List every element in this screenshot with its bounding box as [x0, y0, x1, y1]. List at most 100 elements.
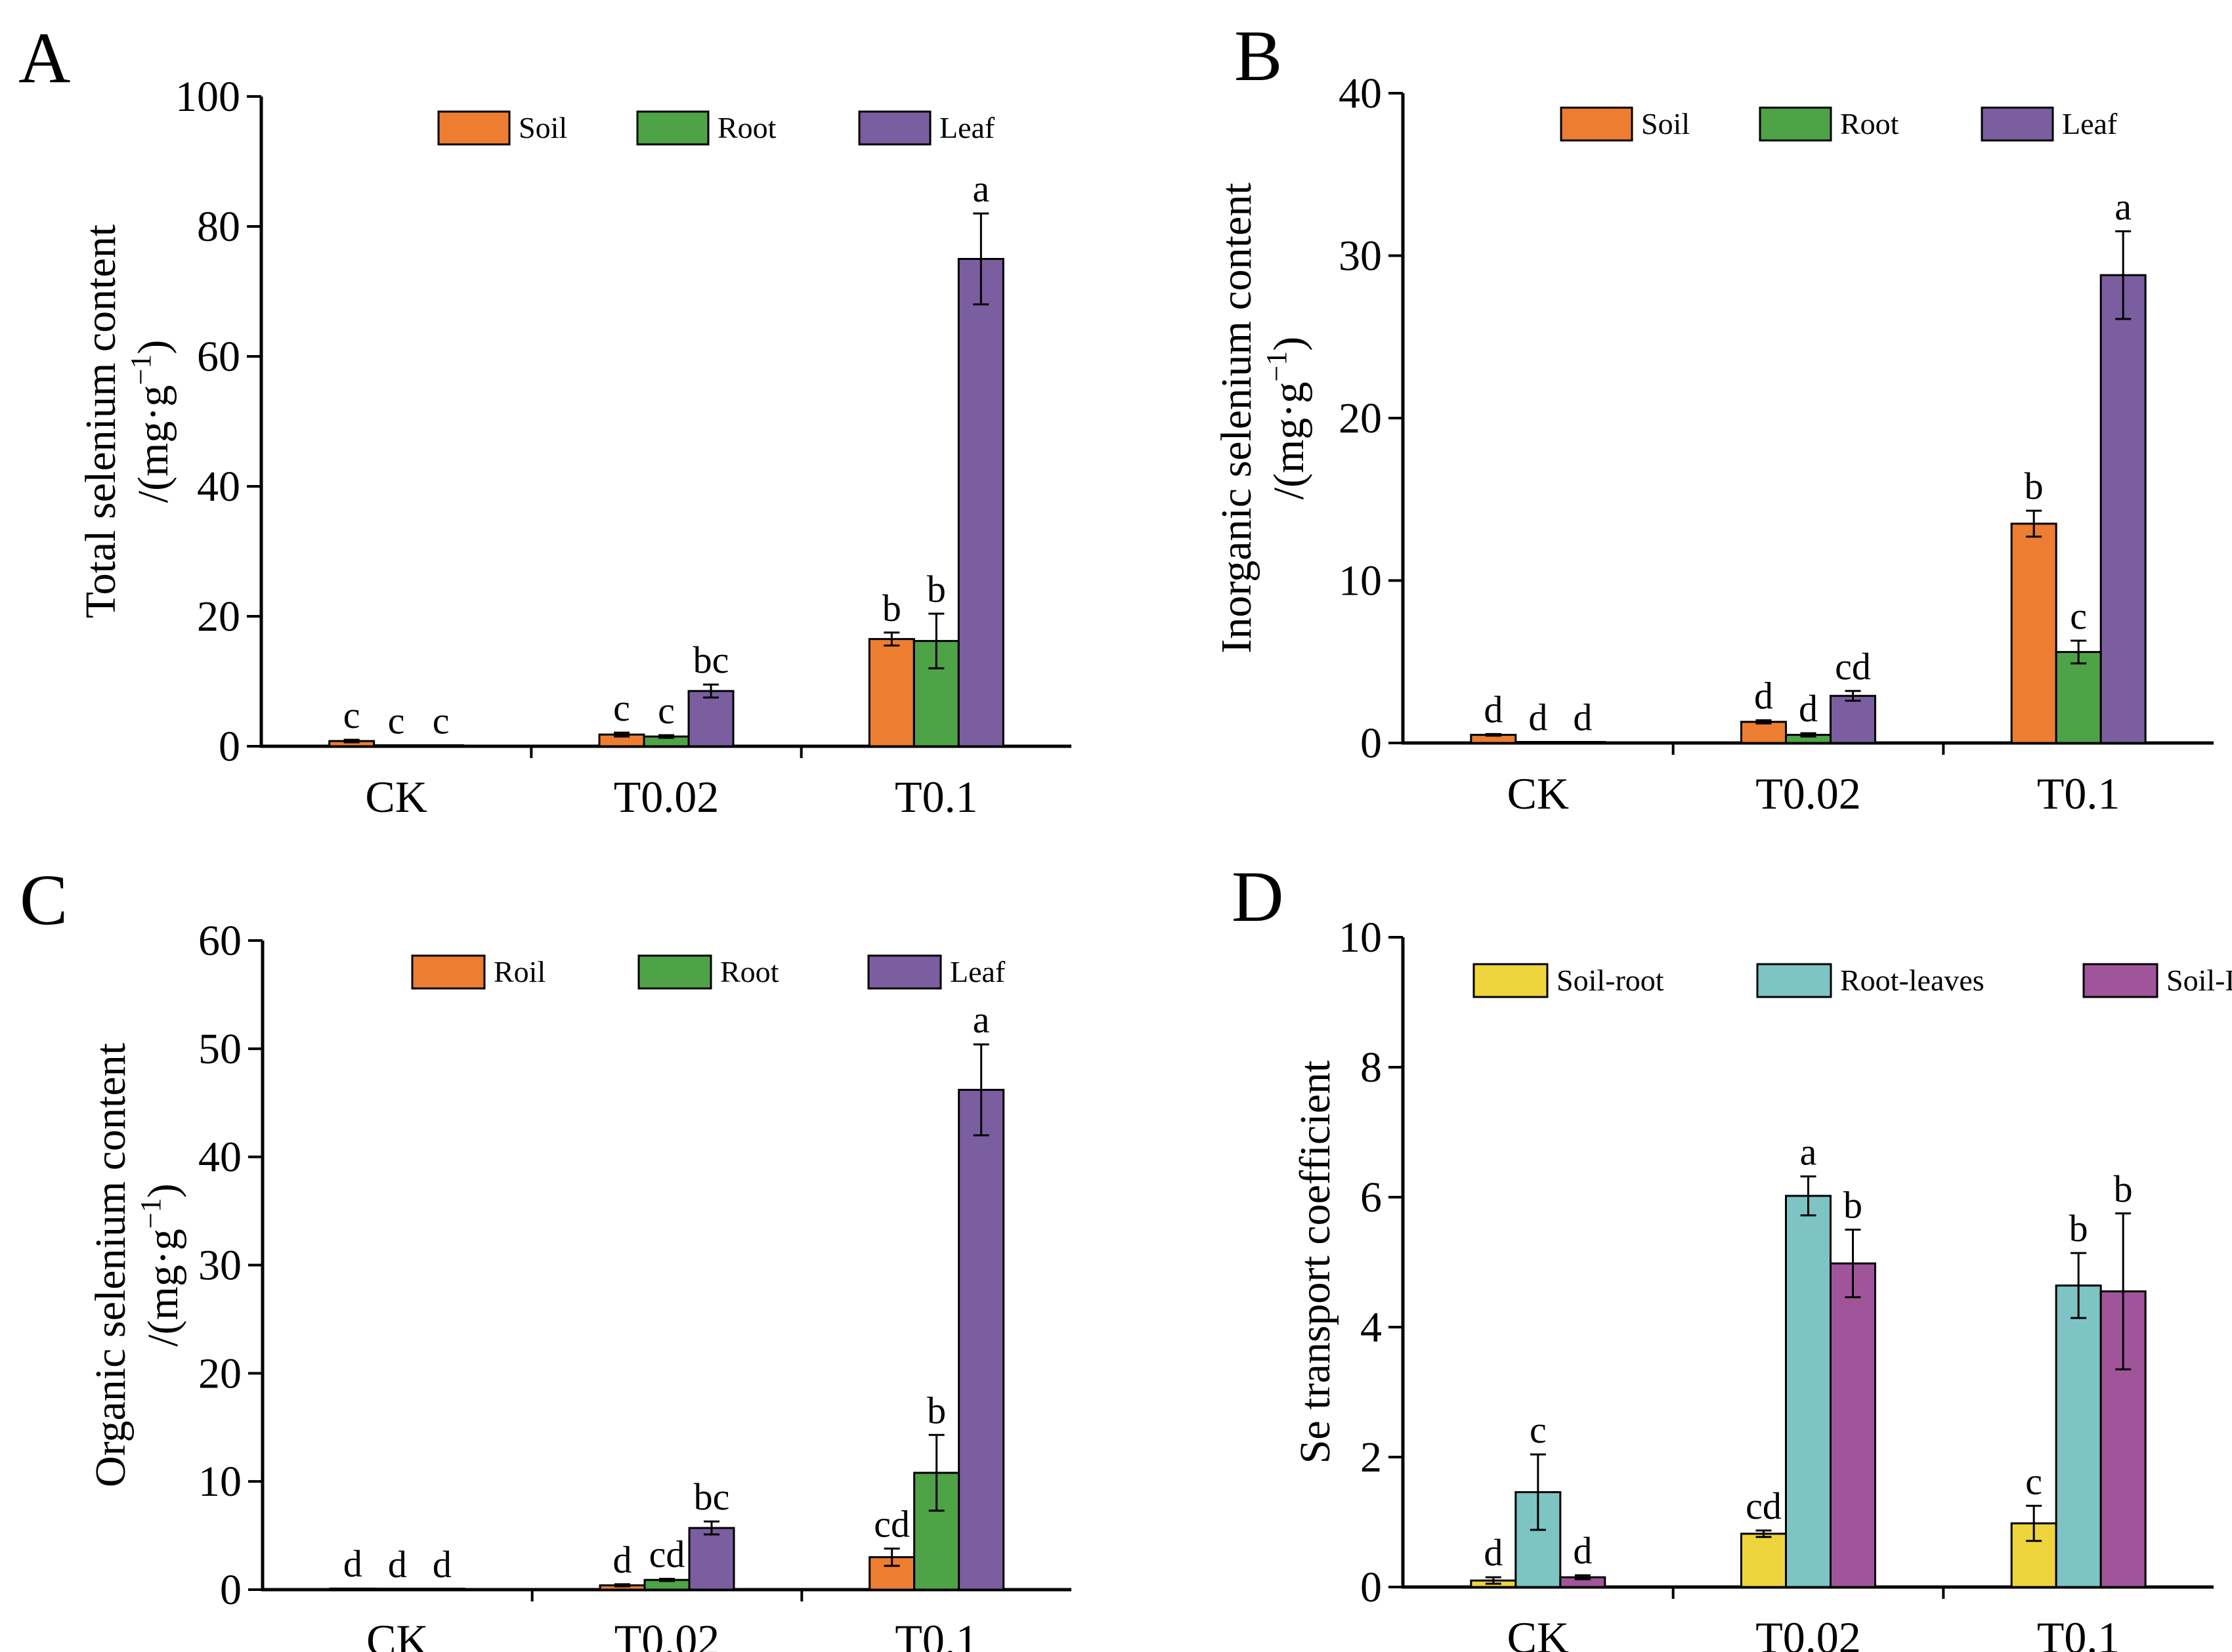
significance-label: b: [2069, 1207, 2088, 1250]
y-axis-title-unit: /(mg·g−1): [125, 340, 177, 503]
y-tick-label: 0: [219, 723, 240, 771]
significance-label: b: [1843, 1184, 1862, 1227]
y-tick-label: 80: [197, 203, 240, 251]
significance-label: cd: [1746, 1485, 1782, 1527]
legend-label: Soil: [519, 111, 567, 144]
significance-label: c: [2025, 1460, 2042, 1502]
legend-swatch: [1560, 106, 1633, 142]
y-tick-label: 40: [1339, 70, 1382, 117]
y-tick-label: 8: [1360, 1044, 1382, 1091]
y-axis-title-line1: Se transport coefficient: [1291, 1061, 1339, 1464]
bar: [2055, 1284, 2102, 1588]
significance-label: d: [433, 1543, 452, 1586]
bar: [2010, 522, 2057, 744]
y-axis-title-unit: /(mg·g−1): [135, 1183, 187, 1346]
y-axis-title-unit: /(mg·g−1): [1260, 337, 1313, 499]
x-category-label: T0.1: [2037, 769, 2120, 818]
bar: [418, 744, 465, 748]
significance-label: b: [927, 1389, 946, 1431]
x-category-label: T0.02: [1755, 1613, 1861, 1652]
bar: [1559, 741, 1606, 744]
legend-swatch: [1756, 963, 1832, 998]
panel-letter: C: [20, 860, 68, 940]
y-axis-title-line1: Organic selenium content: [87, 1043, 135, 1487]
significance-label: c: [1530, 1408, 1547, 1451]
bar: [957, 258, 1004, 748]
y-axis-title-line1: Inorganic selenium content: [1213, 182, 1260, 653]
legend-swatch: [1981, 106, 2054, 142]
legend-label: Leaf: [2062, 107, 2118, 140]
significance-label: a: [2114, 185, 2132, 228]
bar: [2099, 274, 2147, 744]
x-category-label: T0.1: [895, 772, 978, 822]
legend-swatch: [867, 954, 942, 990]
legend-swatch: [1759, 106, 1832, 142]
legend-label: Soil: [1641, 107, 1690, 140]
legend-swatch: [636, 110, 710, 146]
y-tick-label: 20: [1339, 394, 1382, 442]
y-tick-label: 50: [198, 1025, 242, 1073]
significance-label: c: [613, 687, 630, 729]
significance-label: b: [2114, 1168, 2133, 1210]
significance-label: d: [1754, 674, 1773, 717]
x-category-label: CK: [365, 772, 427, 822]
y-tick-label: 40: [197, 463, 240, 511]
x-category-label: T0.02: [1755, 769, 1861, 818]
legend-swatch: [1472, 963, 1549, 998]
panel-letter: A: [18, 18, 70, 98]
x-category-label: T0.1: [2037, 1613, 2120, 1652]
legend-label: Root-leaves: [1840, 964, 1985, 997]
significance-label: c: [2070, 595, 2087, 637]
legend-swatch: [411, 954, 486, 990]
significance-label: cd: [874, 1502, 910, 1545]
y-tick-label: 2: [1360, 1433, 1382, 1481]
y-axis-title: Organic selenium content/(mg·g−1): [87, 1043, 187, 1487]
significance-label: d: [613, 1538, 632, 1581]
significance-label: c: [433, 700, 450, 742]
legend-swatch: [2082, 963, 2158, 998]
significance-label: bc: [694, 1475, 730, 1518]
bar: [1830, 1262, 1876, 1588]
significance-label: b: [927, 568, 946, 610]
significance-label: a: [1800, 1130, 1817, 1173]
significance-label: d: [1484, 1531, 1503, 1574]
x-category-label: T0.02: [614, 1615, 720, 1652]
significance-label: cd: [649, 1533, 685, 1576]
y-tick-label: 60: [198, 917, 242, 965]
y-tick-label: 10: [1339, 914, 1382, 962]
x-category-label: T0.02: [614, 772, 719, 822]
bar: [958, 1088, 1005, 1591]
legend-label: Soil-root: [1556, 964, 1664, 997]
bar: [688, 1527, 735, 1591]
significance-label: d: [343, 1542, 362, 1585]
x-category-label: T0.1: [895, 1615, 978, 1652]
legend-label: Leaf: [939, 111, 995, 144]
legend-swatch: [437, 110, 511, 146]
significance-label: d: [1484, 688, 1503, 731]
legend-swatch: [637, 954, 712, 990]
y-axis-title-line1: Total selenium content: [77, 224, 125, 618]
y-tick-label: 0: [1360, 719, 1382, 767]
significance-label: d: [1573, 696, 1592, 738]
legend-swatch: [858, 110, 932, 146]
y-tick-label: 6: [1360, 1174, 1382, 1221]
panel-letter: B: [1234, 16, 1282, 96]
bar: [868, 638, 915, 748]
bar: [1740, 1533, 1787, 1588]
x-category-label: CK: [366, 1615, 428, 1652]
bar: [1830, 694, 1876, 744]
y-tick-label: 40: [198, 1133, 242, 1181]
significance-label: d: [1573, 1529, 1592, 1572]
bar: [374, 1588, 421, 1591]
x-category-label: CK: [1507, 1613, 1569, 1652]
significance-label: c: [658, 689, 675, 732]
y-tick-label: 4: [1360, 1303, 1382, 1351]
bar: [1740, 721, 1787, 744]
significance-label: cd: [1835, 645, 1871, 688]
legend-label: Root: [718, 111, 777, 144]
bar: [1514, 741, 1562, 744]
legend-label: Leaf: [950, 955, 1006, 988]
legend-label: Soil-Leaves: [2166, 964, 2232, 997]
